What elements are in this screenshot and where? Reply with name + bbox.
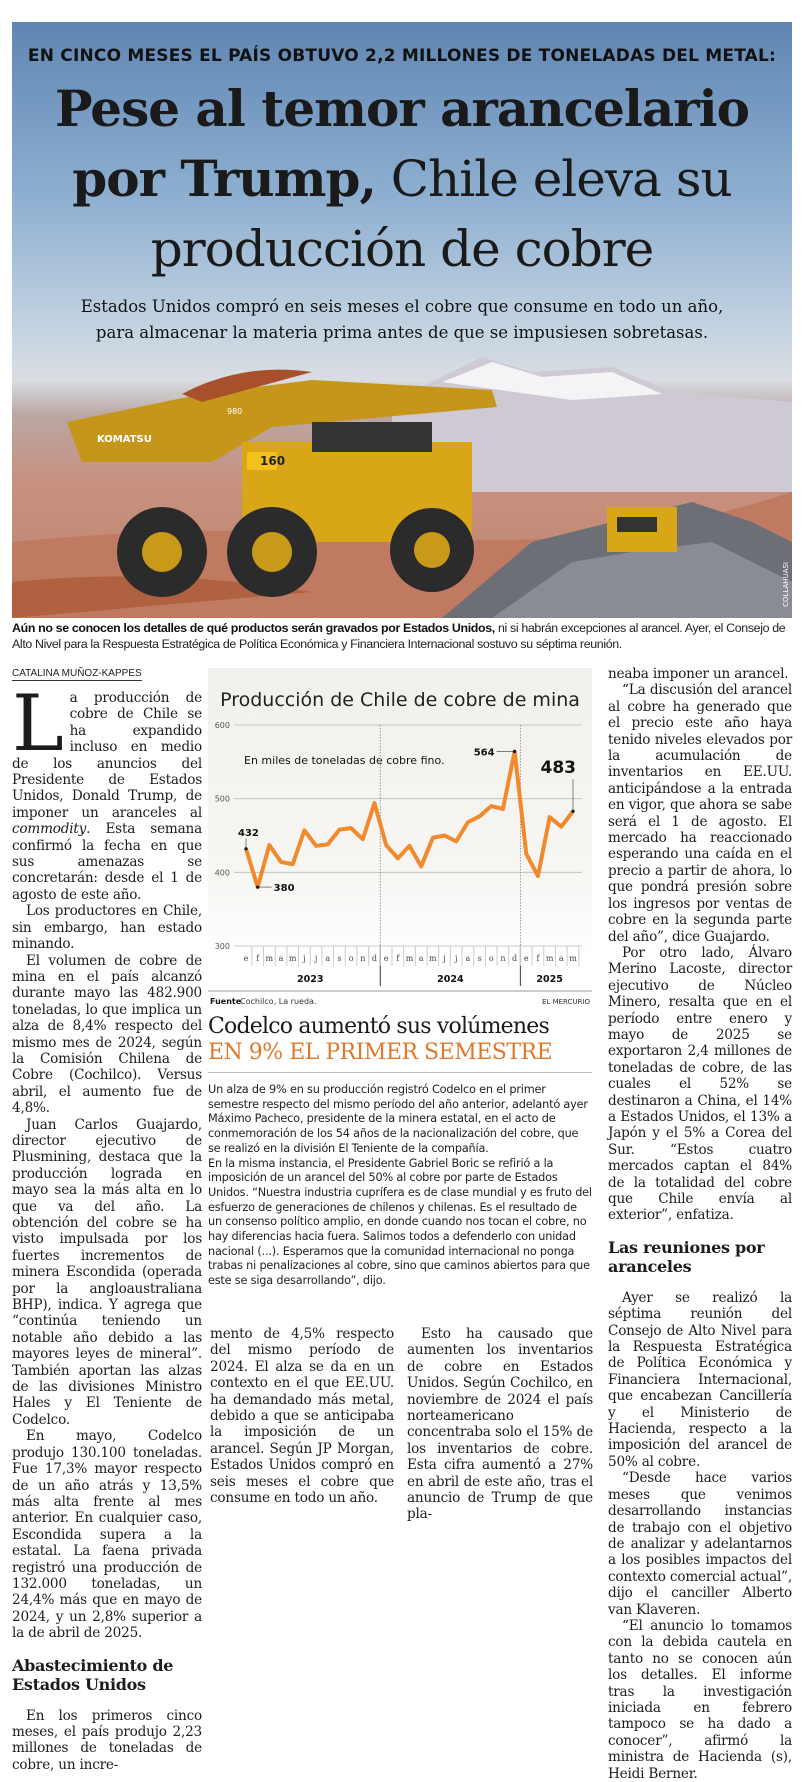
headline-line1: Pese al temor arancelario: [55, 79, 749, 138]
paragraph: Por otro lado, Álvaro Merino Lacoste, di…: [608, 945, 792, 1224]
month-label: f: [256, 954, 260, 963]
production-line: [246, 752, 573, 888]
month-label: s: [478, 954, 482, 963]
kicker: EN CINCO MESES EL PAÍS OBTUVO 2,2 MILLON…: [12, 46, 792, 66]
drop-cap: L: [12, 694, 64, 754]
month-label: j: [454, 954, 457, 963]
data-label: 432: [238, 828, 259, 839]
month-label: f: [536, 954, 540, 963]
month-label: m: [266, 954, 274, 963]
month-label: m: [546, 954, 554, 963]
paragraph: Juan Carlos Guajardo, director ejecutivo…: [12, 1117, 202, 1429]
month-label: a: [279, 954, 284, 963]
data-label: 380: [274, 883, 295, 894]
month-label: a: [559, 954, 564, 963]
y-tick-label: 600: [215, 721, 230, 730]
headline-line2: Chile eleva su: [376, 150, 732, 208]
subheading: Abastecimiento de Estados Unidos: [12, 1656, 202, 1694]
caption-bold: Aún no se conocen los detalles de qué pr…: [12, 621, 495, 635]
paragraph: “El anuncio lo tomamos con la debida cau…: [608, 1618, 792, 1782]
deck: Estados Unidos compró en seis meses el c…: [72, 294, 732, 346]
codelco-box: Codelco aumentó sus volúmenes en 9% el p…: [208, 1014, 592, 1289]
paragraph: En la misma instancia, el Presidente Gab…: [208, 1157, 592, 1289]
source-label: Fuente: [210, 997, 242, 1006]
month-label: a: [325, 954, 330, 963]
month-label: m: [289, 954, 297, 963]
box-title: Codelco aumentó sus volúmenes: [208, 1014, 592, 1040]
hero-photo: 160 KOMATSU 980 EN CINCO MESES EL PAÍS O…: [12, 22, 792, 618]
month-label: d: [512, 954, 517, 963]
month-label: m: [406, 954, 414, 963]
deck-line2: para almacenar la materia prima antes de…: [72, 320, 732, 346]
box-subtitle: en 9% el primer semestre: [208, 1040, 592, 1066]
emphasis: commodity: [12, 821, 86, 837]
article-column-3: Esto ha causado que aumenten los inventa…: [407, 1326, 593, 1523]
month-label: n: [360, 954, 365, 963]
headline-line2-bold: por Trump,: [72, 149, 376, 208]
article-column-4: neaba imponer un arancel. “La discusión …: [608, 666, 792, 1782]
month-label: o: [489, 954, 494, 963]
month-label: e: [524, 954, 529, 963]
chart-subtitle: En miles de toneladas de cobre fino.: [244, 754, 445, 767]
production-chart: Producción de Chile de cobre de mina En …: [208, 668, 592, 1008]
source-text: Cochilco, La rueda.: [240, 997, 316, 1006]
deck-line1: Estados Unidos compró en seis meses el c…: [72, 294, 732, 320]
truck-model: 980: [227, 407, 242, 416]
month-label: j: [314, 954, 317, 963]
month-label: n: [500, 954, 505, 963]
year-label: 2023: [297, 974, 323, 985]
article-column-2: mento de 4,5% respecto del mismo período…: [210, 1326, 394, 1506]
paragraph: Los productores en Chile, sin embargo, h…: [12, 903, 202, 952]
month-label: s: [337, 954, 341, 963]
paragraph: neaba imponer un arancel.: [608, 666, 792, 682]
month-label: a: [419, 954, 424, 963]
headline-line3: producción de cobre: [12, 214, 792, 284]
data-label: 483: [541, 758, 577, 778]
y-tick-label: 400: [215, 868, 230, 877]
month-label: j: [442, 954, 445, 963]
data-label: 564: [474, 748, 495, 759]
truck-number: 160: [260, 454, 285, 468]
month-label: a: [466, 954, 471, 963]
chart-title: Producción de Chile de cobre de mina: [220, 689, 580, 711]
photo-credit: COLLAHUASI: [782, 562, 790, 607]
divider: [208, 1072, 592, 1073]
chart-box: Producción de Chile de cobre de mina En …: [208, 668, 592, 1008]
paragraph: Ayer se realizó la séptima reunión del C…: [608, 1290, 792, 1470]
month-label: o: [349, 954, 354, 963]
year-label: 2024: [437, 974, 464, 985]
truck-brand: KOMATSU: [97, 434, 152, 445]
year-label: 2025: [536, 974, 562, 985]
month-label: m: [429, 954, 437, 963]
month-label: j: [302, 954, 305, 963]
month-label: m: [569, 954, 577, 963]
subheading: Las reuniones por aranceles: [608, 1238, 792, 1276]
month-label: e: [384, 954, 389, 963]
paragraph: Un alza de 9% en su producción registró …: [208, 1083, 592, 1157]
paragraph: “Desde hace varios meses que venimos des…: [608, 1470, 792, 1618]
month-label: d: [372, 954, 377, 963]
paragraph: En los primeros cinco meses, el país pro…: [12, 1708, 202, 1774]
month-label: e: [244, 954, 249, 963]
photo-caption: Aún no se conocen los detalles de qué pr…: [12, 621, 794, 652]
paragraph: mento de 4,5% respecto del mismo período…: [210, 1326, 394, 1506]
headline: Pese al temor arancelario por Trump, Chi…: [12, 74, 792, 284]
paragraph: En mayo, Codelco produjo 130.100 tonelad…: [12, 1428, 202, 1641]
paragraph: “La discusión del arancel al cobre ha ge…: [608, 682, 792, 945]
y-tick-label: 300: [215, 942, 230, 951]
paragraph: Esto ha causado que aumenten los inventa…: [407, 1326, 593, 1523]
month-label: f: [396, 954, 400, 963]
publisher: EL MERCURIO: [542, 998, 590, 1006]
y-tick-label: 500: [215, 795, 230, 804]
paragraph: El volumen de cobre de mina en el país a…: [12, 953, 202, 1117]
